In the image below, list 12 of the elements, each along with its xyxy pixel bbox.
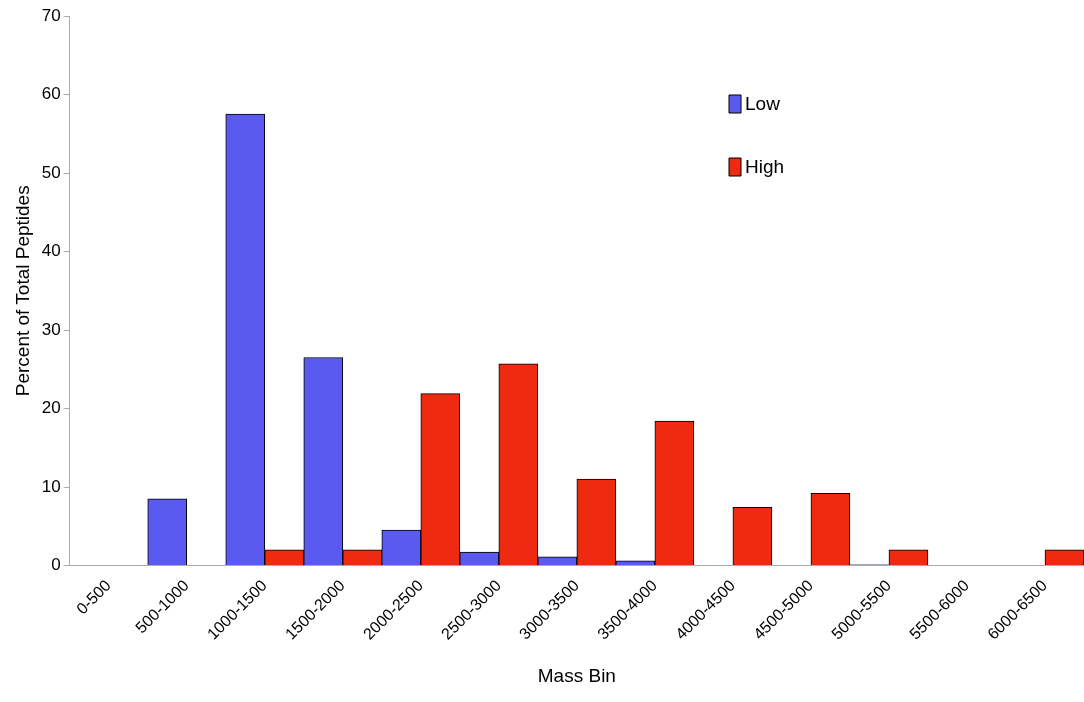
y-tick-label: 30 [41,319,61,339]
y-tick-label: 40 [41,241,61,261]
legend-label: High [745,156,785,178]
y-tick-label: 0 [51,555,61,575]
y-tick-label: 60 [41,84,61,104]
x-axis-title: Mass Bin [537,664,616,686]
legend-label: Low [745,93,781,115]
y-tick-label: 20 [41,398,61,418]
y-tick-label: 10 [41,476,61,496]
y-axis-title: Percent of Total Peptides [11,185,33,397]
y-tick-label: 50 [41,162,61,182]
y-tick-label: 70 [41,5,61,25]
